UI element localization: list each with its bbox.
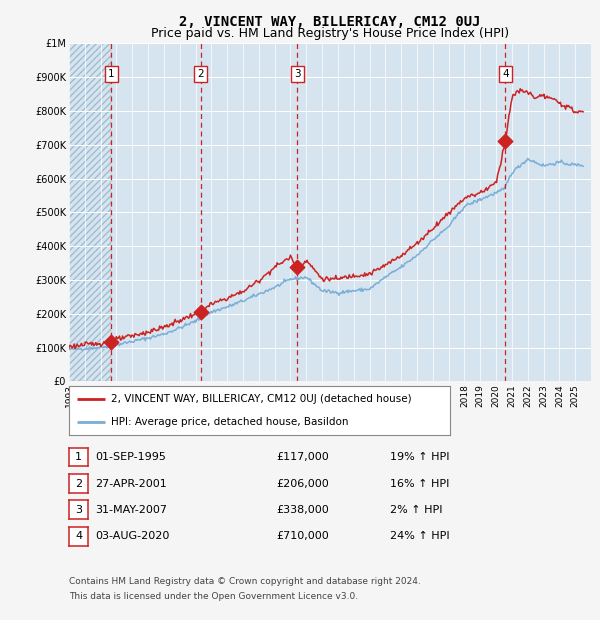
- Point: [500, 136, 510, 146]
- Point: [106, 337, 116, 347]
- Text: This data is licensed under the Open Government Licence v3.0.: This data is licensed under the Open Gov…: [69, 592, 358, 601]
- Text: £117,000: £117,000: [276, 452, 329, 462]
- Text: 01-SEP-1995: 01-SEP-1995: [95, 452, 166, 462]
- Text: 2, VINCENT WAY, BILLERICAY, CM12 0UJ: 2, VINCENT WAY, BILLERICAY, CM12 0UJ: [179, 16, 481, 30]
- Point: [292, 262, 302, 272]
- Text: HPI: Average price, detached house, Basildon: HPI: Average price, detached house, Basi…: [111, 417, 349, 427]
- Bar: [69, 43, 111, 381]
- Text: 3: 3: [294, 69, 301, 79]
- Text: Price paid vs. HM Land Registry's House Price Index (HPI): Price paid vs. HM Land Registry's House …: [151, 27, 509, 40]
- Text: 3: 3: [75, 505, 82, 515]
- Text: 24% ↑ HPI: 24% ↑ HPI: [390, 531, 449, 541]
- Text: 2: 2: [75, 479, 82, 489]
- Text: Contains HM Land Registry data © Crown copyright and database right 2024.: Contains HM Land Registry data © Crown c…: [69, 577, 421, 586]
- Text: £710,000: £710,000: [276, 531, 329, 541]
- Text: 19% ↑ HPI: 19% ↑ HPI: [390, 452, 449, 462]
- Point: [196, 307, 206, 317]
- Text: 4: 4: [502, 69, 509, 79]
- Text: 4: 4: [75, 531, 82, 541]
- Text: £206,000: £206,000: [276, 479, 329, 489]
- Text: 2% ↑ HPI: 2% ↑ HPI: [390, 505, 443, 515]
- Text: 1: 1: [108, 69, 115, 79]
- Text: 2: 2: [197, 69, 204, 79]
- Text: 2, VINCENT WAY, BILLERICAY, CM12 0UJ (detached house): 2, VINCENT WAY, BILLERICAY, CM12 0UJ (de…: [111, 394, 412, 404]
- Text: 27-APR-2001: 27-APR-2001: [95, 479, 167, 489]
- Text: 03-AUG-2020: 03-AUG-2020: [95, 531, 170, 541]
- Text: 31-MAY-2007: 31-MAY-2007: [95, 505, 167, 515]
- Text: £338,000: £338,000: [276, 505, 329, 515]
- Text: 1: 1: [75, 452, 82, 462]
- Text: 16% ↑ HPI: 16% ↑ HPI: [390, 479, 449, 489]
